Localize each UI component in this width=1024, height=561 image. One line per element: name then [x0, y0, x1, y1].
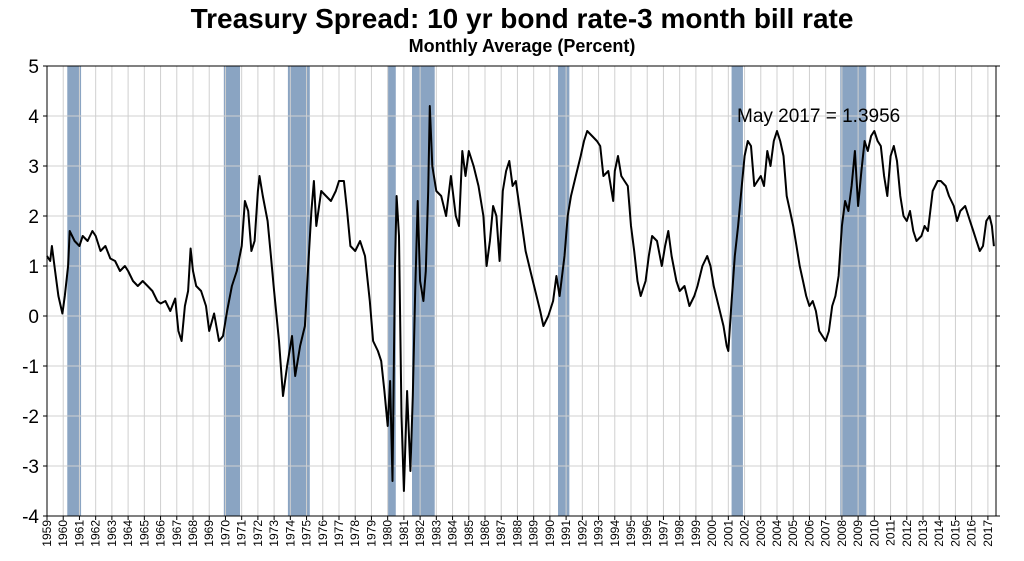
- plot-frame: [46, 65, 997, 517]
- x-tick-label: 1976: [316, 520, 330, 547]
- x-tick-label: 2009: [851, 520, 865, 547]
- x-tick-label: 1997: [656, 520, 670, 547]
- x-tick-label: 1995: [624, 520, 638, 547]
- x-tick-label: 1985: [462, 520, 476, 547]
- x-tick-label: 1982: [413, 520, 427, 547]
- x-tick-label: 1974: [283, 520, 297, 547]
- x-tick-label: 1960: [56, 520, 70, 547]
- x-tick-label: 1965: [137, 520, 151, 547]
- x-tick-label: 2004: [770, 520, 784, 547]
- x-tick-label: 1963: [105, 520, 119, 547]
- x-tick-label: 1971: [235, 520, 249, 547]
- chart-subtitle: Monthly Average (Percent): [408, 36, 636, 56]
- x-tick-label: 1996: [640, 520, 654, 547]
- recession-band: [67, 66, 82, 516]
- recession-band: [731, 66, 743, 516]
- y-tick-label: -3: [22, 457, 39, 478]
- x-tick-label: 2008: [835, 520, 849, 547]
- y-tick-label: -2: [22, 407, 39, 428]
- x-tick-label: 1993: [592, 520, 606, 547]
- recession-band: [558, 66, 570, 516]
- y-tick-label: -1: [22, 357, 39, 378]
- x-tick-label: 1961: [72, 520, 86, 547]
- x-tick-label: 2000: [705, 520, 719, 547]
- x-tick-label: 2015: [948, 520, 962, 547]
- x-tick-label: 2001: [721, 520, 735, 547]
- x-tick-label: 1989: [527, 520, 541, 547]
- x-tick-label: 2003: [754, 520, 768, 547]
- x-tick-label: 1975: [300, 520, 314, 547]
- annotation-label: May 2017 = 1.3956: [737, 106, 900, 127]
- y-tick-label: 1: [28, 257, 39, 278]
- x-tick-label: 1999: [689, 520, 703, 547]
- x-tick-label: 1984: [446, 520, 460, 547]
- x-tick-label: 2002: [738, 520, 752, 547]
- recession-band: [840, 66, 867, 516]
- x-tick-label: 1988: [510, 520, 524, 547]
- x-tick-label: 2014: [932, 520, 946, 547]
- x-tick-label: 1979: [364, 520, 378, 547]
- y-tick-label: -4: [22, 507, 39, 528]
- y-tick-label: 2: [28, 207, 39, 228]
- x-tick-label: 1964: [121, 520, 135, 547]
- recession-band: [387, 66, 396, 516]
- x-tick-label: 1998: [673, 520, 687, 547]
- x-tick-label: 1986: [478, 520, 492, 547]
- x-tick-label: 1973: [267, 520, 281, 547]
- x-tick-label: 2005: [786, 520, 800, 547]
- x-tick-label: 2010: [867, 520, 881, 547]
- chart-title: Treasury Spread: 10 yr bond rate-3 month…: [190, 3, 854, 34]
- x-tick-label: 2012: [900, 520, 914, 547]
- x-tick-label: 2013: [916, 520, 930, 547]
- x-tick-label: 1959: [40, 520, 54, 547]
- x-tick-label: 2016: [965, 520, 979, 547]
- x-tick-label: 1977: [332, 520, 346, 547]
- x-tick-label: 1983: [429, 520, 443, 547]
- x-tick-label: 2007: [819, 520, 833, 547]
- x-tick-label: 1969: [202, 520, 216, 547]
- axes: [43, 65, 1000, 520]
- x-tick-label: 1968: [186, 520, 200, 547]
- x-tick-label: 1981: [397, 520, 411, 547]
- series-line: [46, 105, 995, 492]
- series-layer: [46, 105, 995, 492]
- x-tick-label: 1980: [381, 520, 395, 547]
- x-tick-label: 1970: [218, 520, 232, 547]
- y-tick-label: 5: [28, 57, 39, 78]
- x-tick-label: 2011: [884, 520, 898, 546]
- x-tick-label: 1987: [494, 520, 508, 547]
- x-tick-label: 1992: [575, 520, 589, 547]
- x-tick-label: 1967: [170, 520, 184, 547]
- y-tick-label: 0: [28, 307, 39, 328]
- x-tick-label: 1978: [348, 520, 362, 547]
- x-tick-label: 2006: [802, 520, 816, 547]
- x-tick-label: 1966: [154, 520, 168, 547]
- y-tick-label: 4: [28, 107, 39, 128]
- x-tick-label: 1972: [251, 520, 265, 547]
- recession-band: [287, 66, 310, 516]
- y-tick-label: 3: [28, 157, 39, 178]
- x-tick-label: 1994: [608, 520, 622, 547]
- x-tick-label: 1962: [89, 520, 103, 547]
- x-tick-label: 1990: [543, 520, 557, 547]
- x-tick-label: 1991: [559, 520, 573, 547]
- x-tick-label: 2017: [981, 520, 995, 547]
